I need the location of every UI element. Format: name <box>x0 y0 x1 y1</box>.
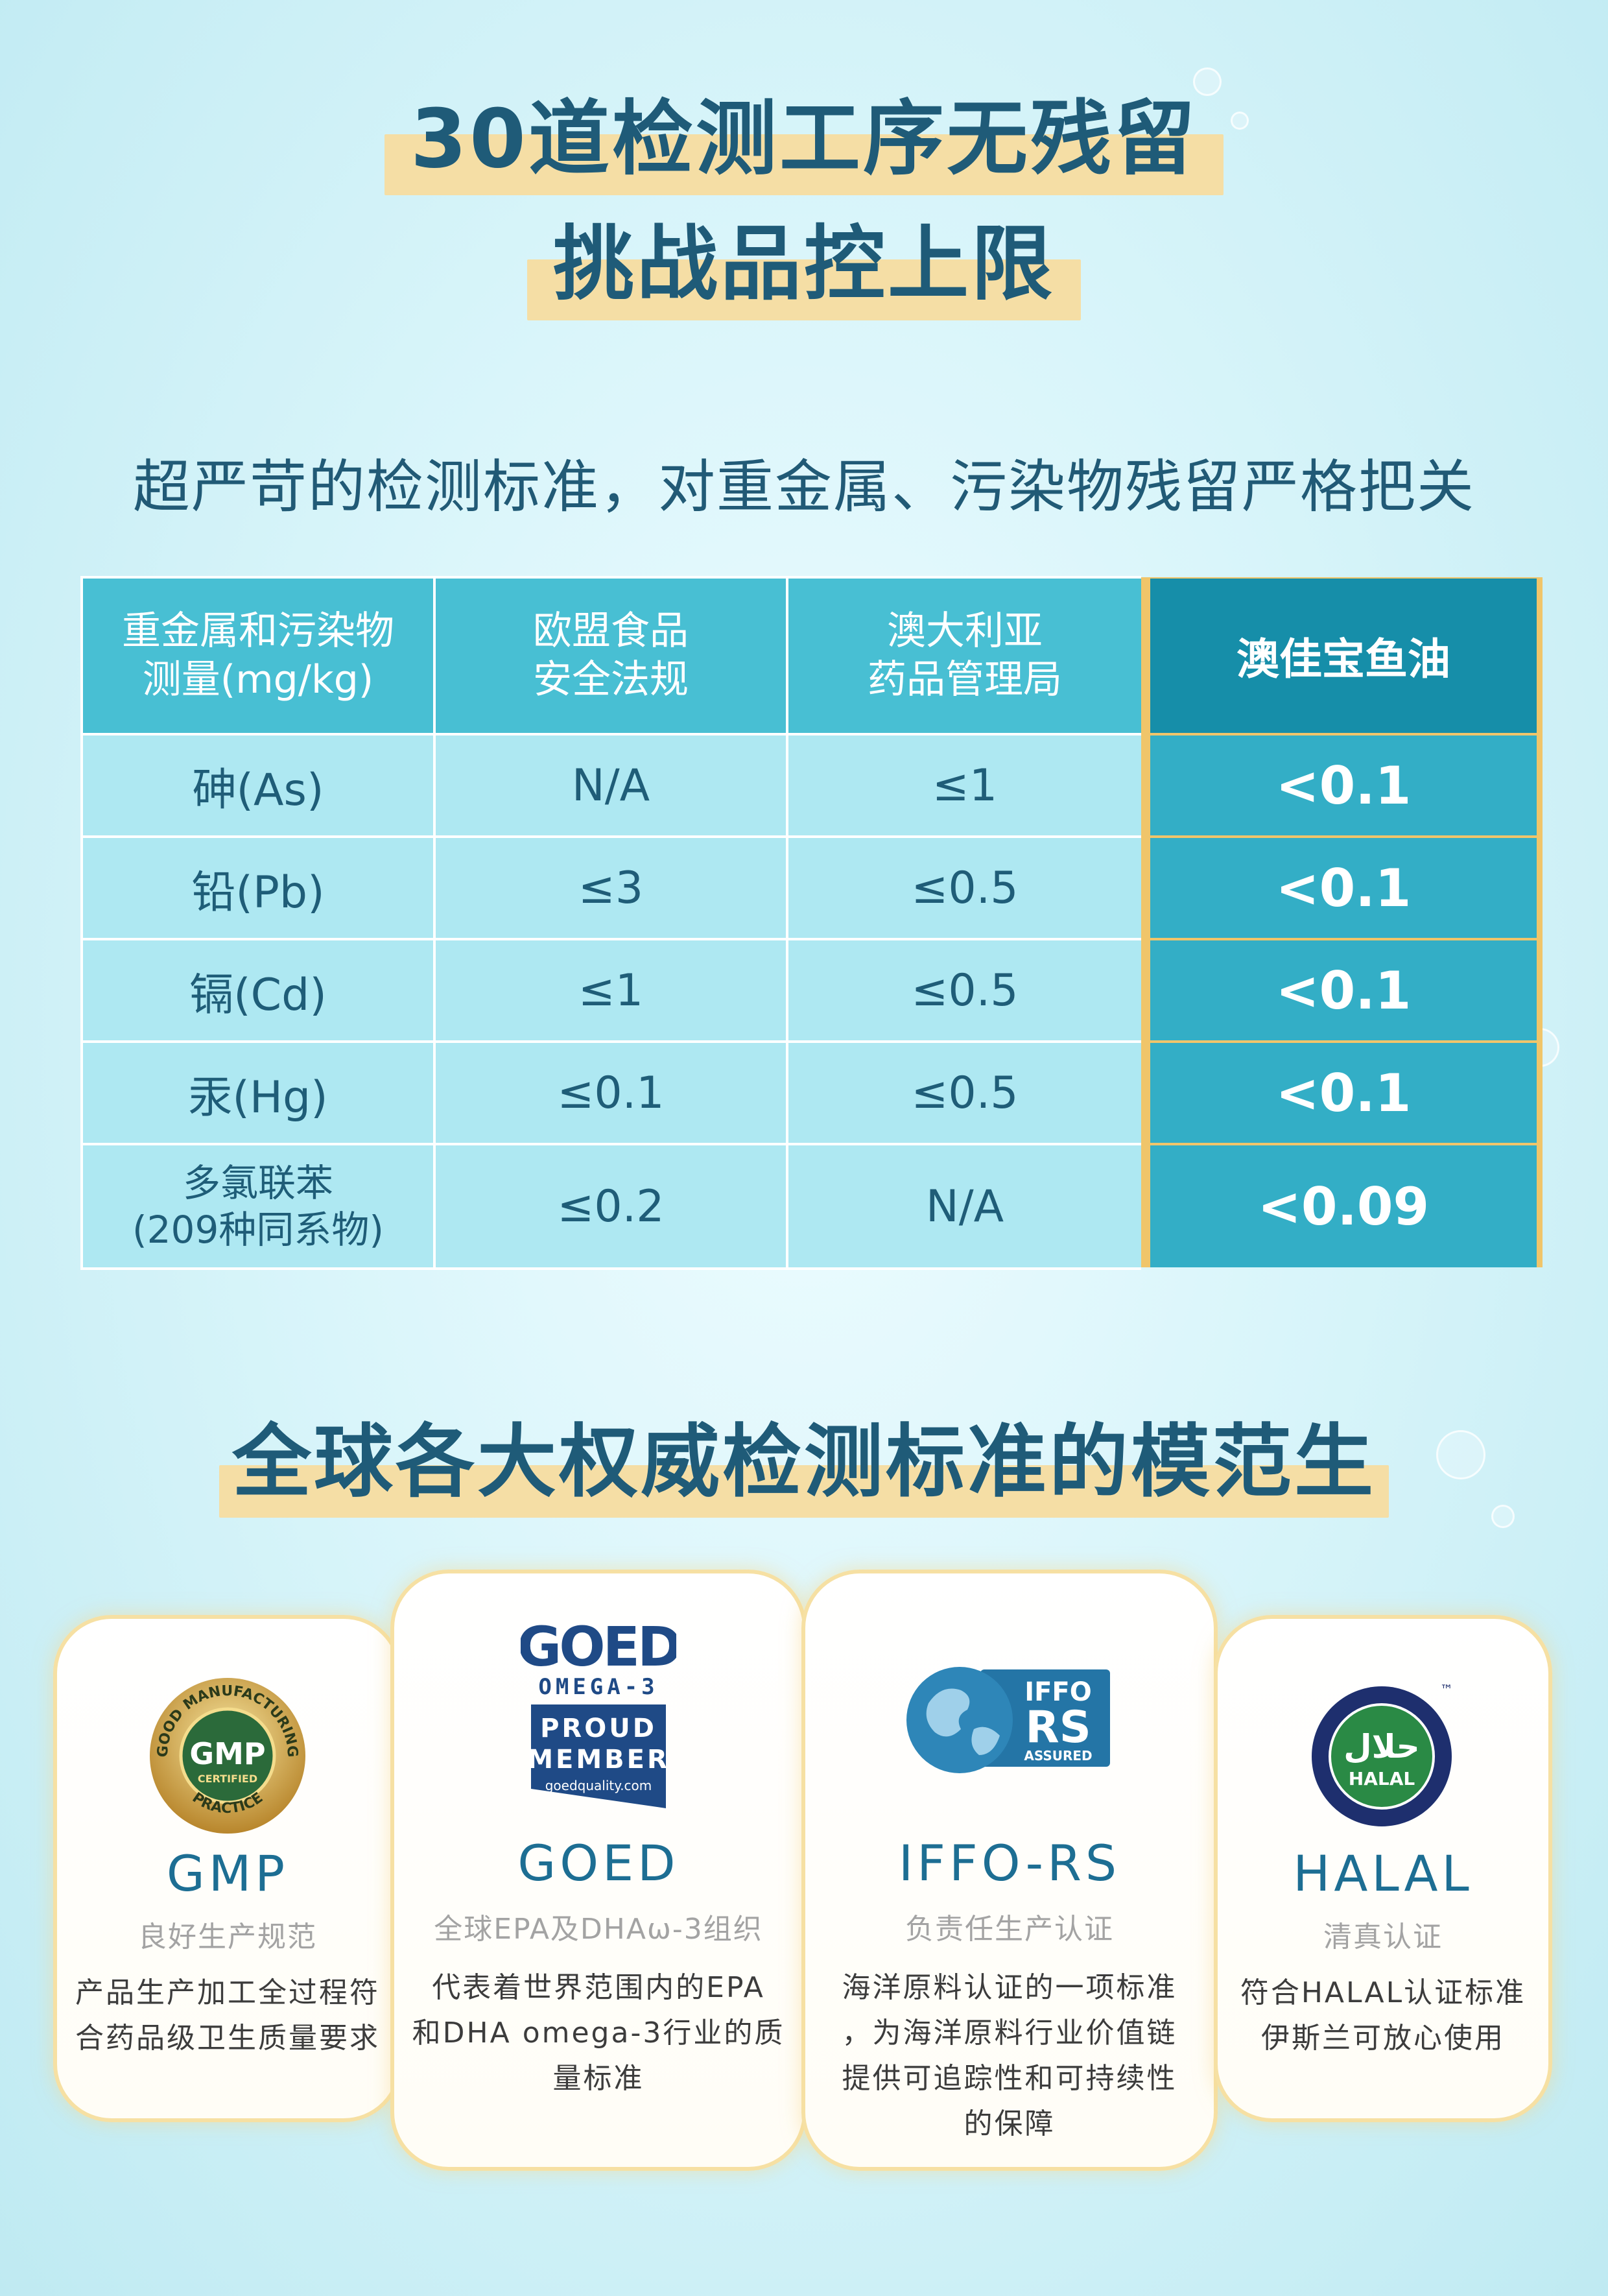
cert-card-gmp: GOOD MANUFACTURING PRACTICE GMP CERTIFIE… <box>53 1615 402 2122</box>
cert-card-goed: GOED OMEGA-3 PROUD MEMBER goedquality.co… <box>390 1570 807 2171</box>
water-bubble-decoration <box>1436 1430 1485 1479</box>
goed-member-icon: GOED OMEGA-3 PROUD MEMBER goedquality.co… <box>521 1615 676 1808</box>
card-description: 产品生产加工全过程符 合药品级卫生质量要求 <box>75 1976 380 2055</box>
card-subtitle: 全球EPA及DHAω-3组织 <box>434 1913 763 1946</box>
table-cell: 镉(Cd) <box>83 940 433 1040</box>
table-cell: ≤3 <box>436 838 786 938</box>
table-cell: ≤1 <box>788 735 1141 835</box>
section-title: 全球各大权威检测标准的模范生 <box>0 1398 1608 1518</box>
table-cell: ≤0.1 <box>436 1043 786 1143</box>
table-cell: ≤0.5 <box>788 1043 1141 1143</box>
table-cell: ≤0.2 <box>436 1145 786 1267</box>
card-description: 海洋原料认证的一项标准 ，为海洋原料行业价值链 提供可追踪性和可持续性 的保障 <box>842 1971 1177 2140</box>
contaminant-table: 重金属和污染物 测量(mg/kg) 欧盟食品 安全法规 澳大利亚 药品管理局 澳佳宝鱼… <box>80 576 1546 1270</box>
table-cell: N/A <box>788 1145 1141 1267</box>
svg-text:GOED: GOED <box>521 1615 676 1679</box>
brand-value-cell: <0.1 <box>1150 838 1537 938</box>
table-header-cell: 澳大利亚 药品管理局 <box>788 579 1141 733</box>
water-bubble-decoration <box>1231 112 1249 130</box>
svg-text:IFFO: IFFO <box>1024 1677 1092 1707</box>
svg-text:حلال: حلال <box>1343 1728 1419 1765</box>
brand-value-cell: <0.1 <box>1150 1043 1537 1143</box>
table-cell: ≤1 <box>436 940 786 1040</box>
table-cell: ≤0.5 <box>788 940 1141 1040</box>
table-cell: 砷(As) <box>83 735 433 835</box>
cert-card-iffo: IFFO RS ASSURED IFFO-RS 负责任生产认证 海洋原料认证的一… <box>801 1570 1218 2171</box>
table-cell: 汞(Hg) <box>83 1043 433 1143</box>
card-title: HALAL <box>1293 1845 1473 1902</box>
svg-text:™: ™ <box>1440 1682 1453 1697</box>
svg-text:ASSURED: ASSURED <box>1024 1748 1092 1764</box>
heading-line-1: 30道检测工序无残留 <box>0 73 1608 195</box>
card-title: GOED <box>517 1834 680 1892</box>
table-cell: 铅(Pb) <box>83 838 433 938</box>
card-description: 符合HALAL认证标准 伊斯兰可放心使用 <box>1240 1976 1526 2055</box>
table-header-cell: 欧盟食品 安全法规 <box>436 579 786 733</box>
card-subtitle: 负责任生产认证 <box>905 1913 1114 1946</box>
svg-text:MEMBER: MEMBER <box>527 1745 670 1775</box>
card-subtitle: 清真认证 <box>1323 1920 1443 1954</box>
iffo-globe-icon: IFFO RS ASSURED <box>906 1667 1110 1773</box>
table-cell: 多氯联苯 (209种同系物) <box>83 1145 433 1267</box>
svg-text:GMP: GMP <box>189 1736 265 1771</box>
brand-value-cell: <0.1 <box>1150 940 1537 1040</box>
water-bubble-decoration <box>1193 67 1222 96</box>
halal-seal-icon: حلال HALAL ™ <box>1312 1682 1453 1826</box>
brand-value-cell: <0.1 <box>1150 735 1537 835</box>
table-cell: ≤0.5 <box>788 838 1141 938</box>
card-title: IFFO-RS <box>898 1834 1121 1892</box>
svg-text:PROUD: PROUD <box>540 1714 657 1743</box>
svg-text:OMEGA-3: OMEGA-3 <box>538 1674 658 1700</box>
brand-column-header: 澳佳宝鱼油 <box>1150 579 1537 733</box>
card-title: GMP <box>166 1845 289 1902</box>
heading-line-2: 挑战品控上限 <box>0 198 1608 320</box>
table-cell: N/A <box>436 735 786 835</box>
svg-text:goedquality.com: goedquality.com <box>545 1778 652 1793</box>
table-subtitle: 超严苛的检测标准，对重金属、污染物残留严格把关 <box>132 453 1475 520</box>
brand-value-cell: <0.09 <box>1150 1145 1537 1267</box>
svg-text:HALAL: HALAL <box>1349 1768 1415 1789</box>
table-header-cell: 重金属和污染物 测量(mg/kg) <box>83 579 433 733</box>
card-subtitle: 良好生产规范 <box>138 1920 317 1954</box>
water-bubble-decoration <box>1491 1505 1515 1528</box>
gmp-seal-icon: GOOD MANUFACTURING PRACTICE GMP CERTIFIE… <box>150 1678 305 1834</box>
cert-card-halal: حلال HALAL ™ HALAL 清真认证 符合HALAL认证标准 伊斯兰可放… <box>1214 1615 1552 2122</box>
svg-text:RS: RS <box>1025 1702 1091 1753</box>
card-description: 代表着世界范围内的EPA 和DHA omega-3行业的质 量标准 <box>412 1971 785 2095</box>
svg-text:CERTIFIED: CERTIFIED <box>198 1773 257 1785</box>
